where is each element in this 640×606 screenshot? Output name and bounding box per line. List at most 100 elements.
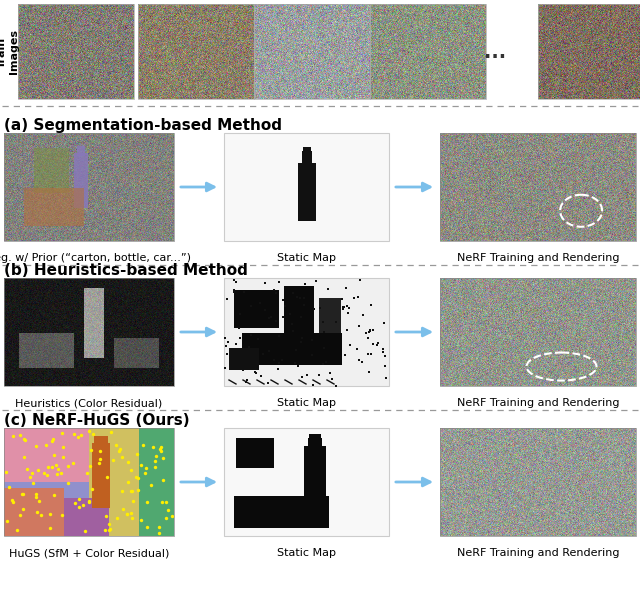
Bar — [239, 313, 241, 315]
Bar — [4, 482, 89, 536]
Bar — [346, 329, 348, 331]
Bar — [372, 329, 374, 331]
Bar — [268, 317, 270, 319]
Point — [57, 510, 67, 520]
Point — [108, 455, 118, 465]
Point — [72, 433, 83, 442]
Point — [126, 486, 136, 496]
Point — [28, 479, 38, 488]
Bar — [344, 354, 346, 356]
Bar — [227, 341, 229, 343]
Point — [82, 468, 92, 478]
Point — [15, 430, 25, 439]
Point — [124, 458, 134, 467]
Bar — [294, 362, 296, 364]
Point — [136, 461, 146, 470]
Bar — [304, 446, 326, 514]
Point — [112, 513, 122, 523]
Point — [63, 461, 74, 471]
Bar — [281, 359, 283, 361]
Bar — [248, 354, 250, 356]
Bar — [370, 4, 486, 99]
Bar — [278, 281, 280, 283]
Bar — [318, 374, 320, 376]
Bar — [138, 4, 254, 99]
Bar — [242, 369, 244, 371]
Point — [84, 497, 95, 507]
Bar — [331, 378, 333, 380]
Bar — [302, 151, 312, 165]
Bar — [238, 327, 240, 329]
Point — [151, 451, 161, 461]
Bar — [385, 377, 387, 379]
Bar — [236, 438, 274, 468]
Bar — [348, 307, 350, 309]
Bar — [292, 292, 294, 294]
Bar — [343, 306, 345, 308]
Point — [148, 442, 159, 452]
Point — [122, 510, 132, 519]
Point — [114, 446, 124, 456]
Text: NeRF Training and Rendering: NeRF Training and Rendering — [457, 253, 620, 263]
Bar — [277, 368, 279, 370]
Bar — [311, 354, 313, 356]
Point — [69, 429, 79, 439]
Bar — [233, 291, 235, 293]
Bar — [248, 346, 250, 348]
Bar — [301, 376, 303, 378]
Bar — [342, 306, 344, 308]
Bar — [268, 350, 270, 352]
Bar — [234, 290, 279, 328]
Point — [80, 526, 90, 536]
Point — [34, 496, 44, 506]
Bar — [224, 337, 226, 339]
Point — [49, 490, 59, 499]
Bar — [250, 334, 252, 336]
Bar — [342, 308, 344, 310]
Bar — [289, 313, 291, 315]
Bar — [242, 333, 342, 365]
Point — [127, 513, 137, 523]
Point — [39, 468, 49, 478]
Bar — [322, 321, 324, 323]
Bar — [385, 377, 387, 379]
Bar — [384, 365, 386, 367]
Point — [102, 472, 112, 482]
Point — [116, 453, 127, 462]
Bar — [275, 320, 277, 322]
Point — [7, 496, 17, 505]
Point — [104, 524, 115, 534]
Text: Static Map: Static Map — [277, 253, 336, 263]
Bar — [327, 288, 329, 290]
Text: NeRF Training and Rendering: NeRF Training and Rendering — [457, 548, 620, 558]
Bar — [259, 302, 261, 304]
Text: Heuristics (Color Residual): Heuristics (Color Residual) — [15, 398, 163, 408]
Bar — [311, 339, 313, 341]
Bar — [18, 4, 134, 99]
Bar — [4, 428, 174, 536]
Point — [154, 522, 164, 532]
Point — [31, 492, 42, 502]
Text: NeRF Training and Rendering: NeRF Training and Rendering — [457, 398, 620, 408]
Bar — [440, 133, 636, 241]
Text: (a) Segmentation-based Method: (a) Segmentation-based Method — [4, 118, 282, 133]
Text: Static Map: Static Map — [277, 548, 336, 558]
Bar — [255, 372, 257, 374]
Bar — [370, 353, 372, 355]
Point — [161, 497, 172, 507]
Bar — [239, 337, 241, 339]
Bar — [353, 297, 355, 299]
Bar — [365, 332, 367, 334]
Bar — [234, 496, 329, 528]
Point — [84, 461, 95, 471]
Bar — [229, 348, 259, 370]
Bar — [300, 316, 302, 318]
Bar — [282, 299, 284, 301]
Point — [8, 431, 18, 441]
Point — [95, 446, 105, 456]
Point — [76, 430, 86, 439]
Bar — [382, 348, 384, 350]
Point — [123, 477, 133, 487]
Bar — [369, 329, 371, 331]
Bar — [347, 312, 349, 314]
